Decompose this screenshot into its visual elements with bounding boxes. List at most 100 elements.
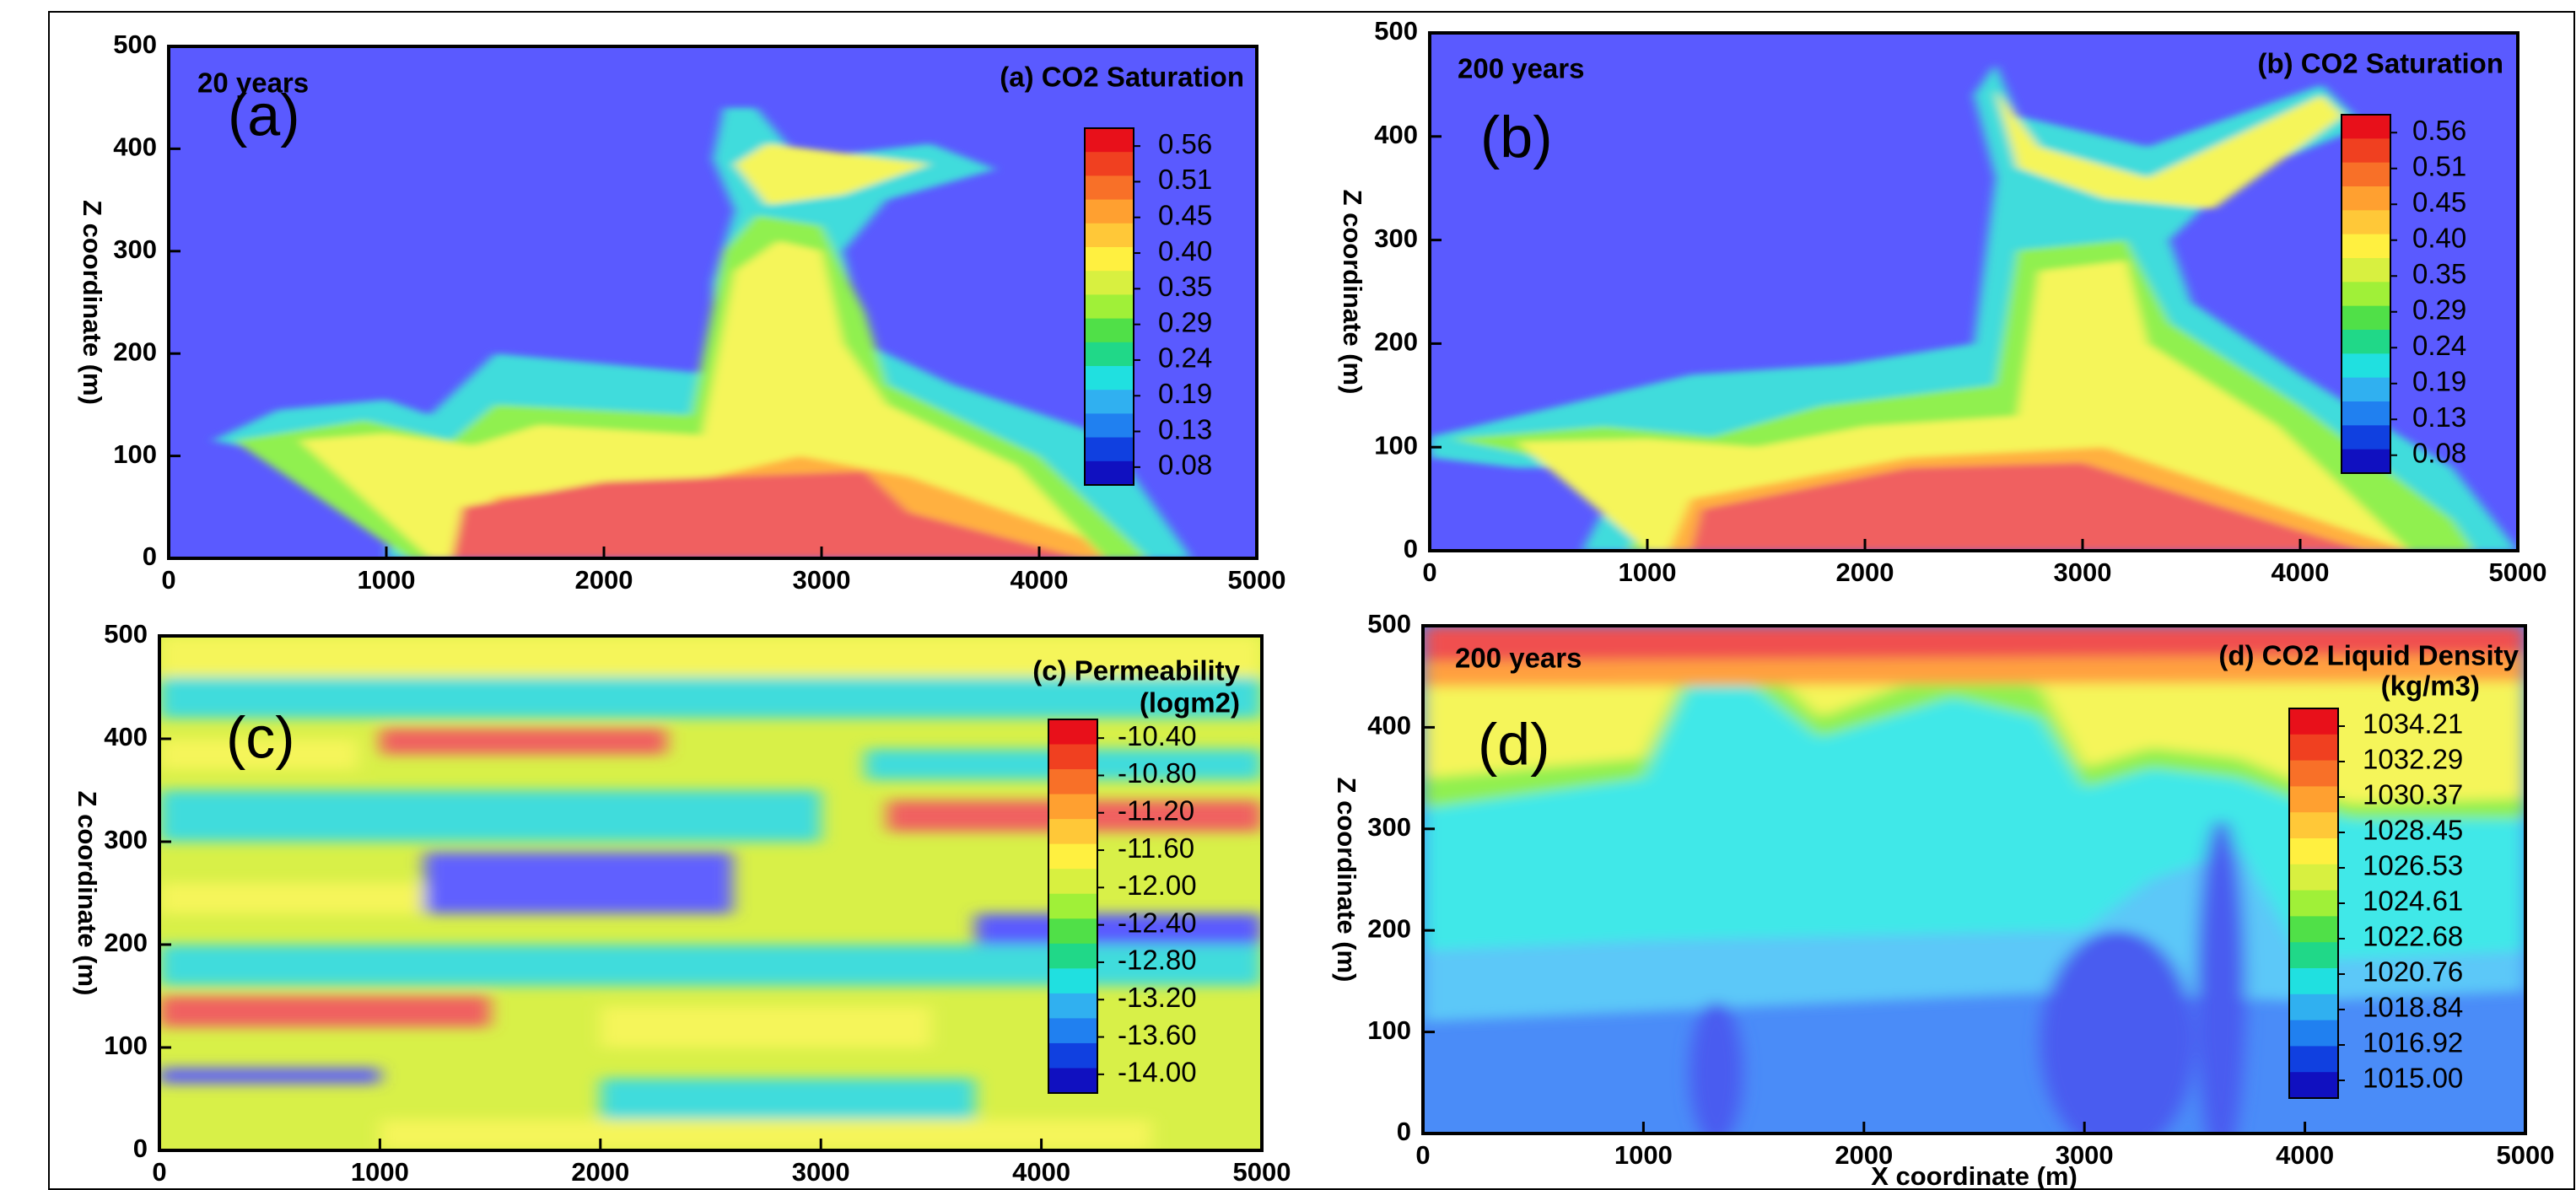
panel-label: (a)	[228, 82, 300, 148]
x-tick-label: 3000	[2056, 1140, 2114, 1170]
plot-frame	[158, 634, 1264, 1152]
colorbar-label: 0.35	[1158, 271, 1212, 302]
colorbar-label: 1032.29	[2363, 744, 2463, 775]
field-shapes	[159, 636, 1262, 1150]
x-tick-label: 2000	[575, 565, 633, 595]
field-region	[159, 1068, 380, 1084]
colorbar-band	[1048, 744, 1097, 770]
colorbar-label: 0.19	[1158, 378, 1212, 409]
colorbar-label: 0.56	[2412, 115, 2466, 146]
y-tick-label: 0	[143, 541, 157, 571]
y-tick-label: 400	[1374, 120, 1418, 149]
y-tick-label: 300	[104, 825, 148, 854]
y-tick-label: 400	[113, 132, 157, 162]
field-shapes	[1423, 626, 2525, 1133]
colorbar-band	[1085, 128, 1134, 153]
colorbar-band	[2342, 115, 2390, 139]
colorbar-label: 0.19	[2412, 365, 2466, 396]
plot-frame	[1421, 624, 2527, 1135]
x-tick-label: 5000	[2497, 1140, 2555, 1170]
x-tick-label: 0	[161, 565, 175, 595]
colorbar-band	[1048, 769, 1097, 795]
x-tick-label: 1000	[1614, 1140, 1673, 1170]
plot-frame	[1428, 31, 2519, 552]
x-tick-label: 1000	[358, 565, 416, 595]
colorbar-label: 0.13	[2412, 401, 2466, 433]
colorbar-label: 0.45	[1158, 199, 1212, 230]
time-annotation: 200 years	[1458, 53, 1584, 84]
plot-frame	[167, 45, 1258, 560]
y-tick-label: 200	[113, 337, 157, 366]
colorbar-band	[2289, 1020, 2338, 1047]
colorbar-frame	[2341, 114, 2391, 474]
field-region	[2040, 930, 2195, 1133]
y-tick-label: 400	[104, 722, 148, 751]
colorbar-band	[1085, 342, 1134, 367]
x-tick-label: 2000	[1835, 1140, 1893, 1170]
colorbar-band	[2342, 210, 2390, 235]
x-tick-label: 2000	[571, 1157, 629, 1187]
colorbar-band	[2289, 708, 2338, 735]
colorbar-frame	[1048, 719, 1098, 1094]
colorbar-label: 1030.37	[2363, 779, 2463, 810]
field-region	[451, 471, 1083, 558]
colorbar-label: 0.29	[1158, 306, 1212, 337]
colorbar-label: 1034.21	[2363, 708, 2463, 740]
colorbar-band	[1085, 199, 1134, 224]
field-region	[1689, 1001, 1743, 1133]
colorbar-band	[1048, 1068, 1097, 1094]
colorbar-band	[2342, 353, 2390, 379]
field-region	[159, 739, 358, 770]
y-tick-label: 300	[1367, 812, 1411, 842]
colorbar-band	[2342, 258, 2390, 283]
contour-field	[1430, 33, 2518, 551]
colorbar-label: -12.80	[1118, 945, 1197, 976]
y-tick-label: 100	[1367, 1015, 1411, 1045]
colorbar-band	[1085, 437, 1134, 462]
colorbar-band	[2289, 786, 2338, 813]
colorbar-label: 1028.45	[2363, 815, 2463, 846]
colorbar-band	[1048, 843, 1097, 870]
y-tick-label: 200	[1367, 913, 1411, 943]
colorbar-band	[2342, 377, 2390, 402]
colorbar-label: 1026.53	[2363, 850, 2463, 881]
colorbar-band	[1048, 819, 1097, 845]
x-tick-label: 2000	[1836, 557, 1894, 587]
colorbar-band	[1048, 918, 1097, 945]
colorbar-label: 0.08	[2412, 437, 2466, 468]
x-tick-label: 4000	[2272, 557, 2330, 587]
x-tick-label: 3000	[793, 565, 851, 595]
colorbar-band	[2289, 812, 2338, 839]
colorbar-band	[1085, 223, 1134, 248]
y-tick-label: 200	[104, 928, 148, 957]
colorbar-label: -10.80	[1118, 757, 1197, 789]
panel-label: (b)	[1480, 104, 1553, 170]
field-region	[1995, 89, 2344, 209]
colorbar-band	[2342, 162, 2390, 187]
field-shapes	[1430, 63, 2518, 551]
colorbar-label: -10.40	[1118, 720, 1197, 751]
colorbar-label: 0.56	[1158, 128, 1212, 159]
colorbar-band	[1085, 460, 1134, 486]
x-tick-label: 1000	[351, 1157, 409, 1187]
colorbar-label: 1022.68	[2363, 921, 2463, 952]
figure-frame	[48, 11, 2575, 1190]
colorbar-label: 0.51	[1158, 164, 1212, 195]
colorbar-label: 0.51	[2412, 150, 2466, 181]
colorbar-label: 0.35	[2412, 258, 2466, 289]
colorbar-band	[2289, 942, 2338, 969]
panel-title: (a) CO2 Saturation	[1000, 62, 1244, 93]
field-region	[380, 728, 667, 755]
panel-title: (b) CO2 Saturation	[2257, 48, 2503, 79]
panel-title: (c) Permeability	[1032, 655, 1240, 687]
x-tick-label: 0	[1415, 1140, 1430, 1170]
colorbar-label: 1015.00	[2363, 1063, 2463, 1094]
x-tick-label: 5000	[1233, 1157, 1291, 1187]
colorbar-frame	[1084, 127, 1134, 486]
colorbar-label: 0.40	[1158, 235, 1212, 267]
colorbar-label: 1020.76	[2363, 956, 2463, 988]
colorbar-band	[2289, 916, 2338, 943]
colorbar-band	[2342, 401, 2390, 426]
